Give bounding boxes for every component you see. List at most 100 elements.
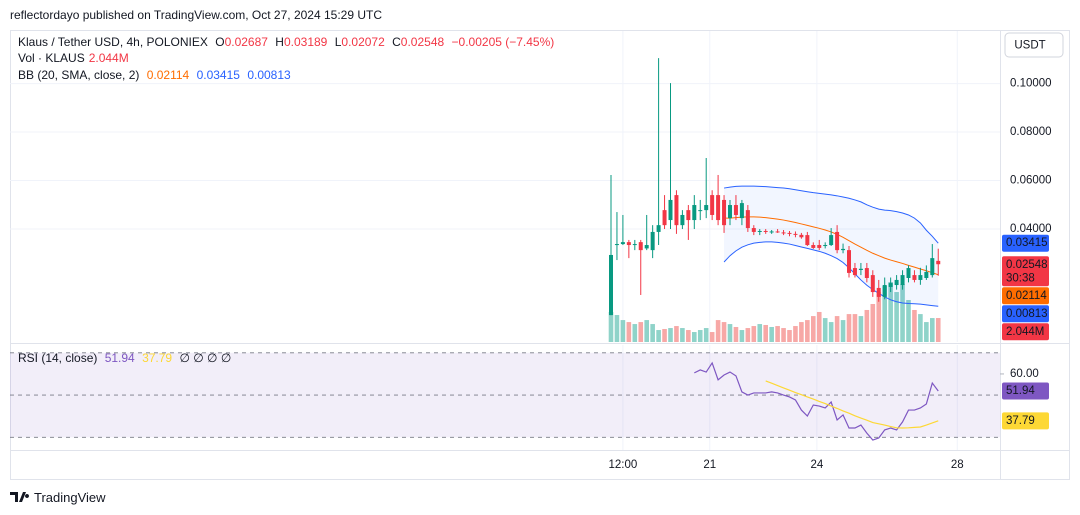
- price-badge-label: 0.02114: [1006, 290, 1047, 302]
- volume-bar: [918, 314, 923, 342]
- candle-body: [924, 271, 929, 278]
- volume-bar: [900, 284, 905, 342]
- volume-bar: [935, 318, 941, 342]
- currency-button[interactable]: [1004, 32, 1064, 58]
- volume-bar: [692, 332, 697, 342]
- candle-body: [716, 195, 721, 221]
- price-badge: [1002, 382, 1049, 400]
- volume-bar: [870, 303, 876, 342]
- volume-bar: [781, 328, 786, 342]
- price-badge: [1002, 287, 1049, 305]
- candle-body: [656, 225, 661, 232]
- candle-body: [763, 230, 768, 232]
- candle-body: [632, 244, 637, 246]
- y-tick-label: 0.06000: [1010, 175, 1052, 187]
- volume-bar: [876, 292, 882, 342]
- price-badge-label: 51.94: [1006, 385, 1035, 397]
- ohlc-label: L: [334, 35, 342, 49]
- volume-bar: [888, 282, 893, 342]
- ohlc-value: 0.02548: [400, 35, 445, 49]
- logo-shape: [10, 492, 30, 502]
- brand-logo: [10, 492, 30, 502]
- candle-body: [817, 245, 822, 248]
- volume-bar: [846, 314, 852, 342]
- candle-body: [745, 210, 750, 229]
- candle-body: [787, 232, 792, 234]
- y-tick-label: 60.00: [1010, 368, 1039, 380]
- countdown-label: 30:38: [1006, 272, 1035, 284]
- bb-basis-value: 0.02114: [146, 68, 190, 82]
- volume-bar: [828, 322, 834, 342]
- candle-body: [620, 242, 625, 245]
- volume-bar: [805, 320, 810, 342]
- candle-body: [751, 228, 756, 232]
- volume-legend: Vol · KLAUS 2.044M: [18, 51, 133, 65]
- candle-body: [930, 258, 935, 276]
- volume-bar: [680, 328, 685, 342]
- volume-bar: [608, 311, 614, 342]
- volume-bar: [650, 324, 655, 342]
- ohlc-value: 0.02072: [341, 35, 385, 49]
- candle-body: [912, 275, 917, 280]
- bb-upper-value: 0.03415: [196, 68, 240, 82]
- volume-bar: [864, 309, 870, 342]
- candle-body: [775, 231, 780, 233]
- currency-label: USDT: [1014, 40, 1045, 52]
- candle-body: [769, 231, 774, 233]
- ohlc-label: C: [392, 35, 401, 49]
- volume-bar: [757, 324, 763, 342]
- x-tick-label: 21: [703, 459, 716, 471]
- candle-body: [728, 205, 732, 219]
- bb-lower-value: 0.00813: [247, 68, 291, 82]
- bb-title: BB (20, SMA, close, 2): [18, 68, 140, 82]
- volume-bar: [686, 330, 691, 342]
- candle-body: [781, 232, 786, 234]
- volume-bar: [858, 316, 864, 342]
- price-badge-label: 2.044M: [1006, 326, 1044, 338]
- volume-bar: [697, 330, 703, 342]
- candle-body: [894, 279, 899, 286]
- candle-body: [644, 245, 649, 249]
- candle-body: [698, 210, 703, 212]
- candle-body: [805, 235, 810, 246]
- change: −0.00205 (−7.45%): [451, 35, 555, 49]
- candle-body: [692, 205, 697, 221]
- volume-bar: [787, 330, 792, 342]
- ohlc-value: 0.02687: [224, 35, 268, 49]
- candle-body: [799, 234, 804, 238]
- volume-bar: [799, 322, 804, 342]
- chart-frame: [10, 30, 1070, 480]
- volume-bar: [840, 320, 846, 342]
- volume-bar: [626, 322, 632, 342]
- price-badge-label: 37.79: [1006, 415, 1035, 427]
- candle-body: [882, 285, 887, 297]
- volume-bar: [775, 326, 780, 342]
- y-tick-label: 0.10000: [1010, 78, 1052, 90]
- candle-body: [835, 231, 840, 251]
- candle-body: [626, 242, 631, 246]
- candle-body: [852, 268, 857, 276]
- candle-body: [900, 275, 905, 286]
- price-badge-label: 0.00813: [1006, 308, 1048, 320]
- candle-body: [918, 275, 923, 280]
- brand-name: TradingView: [34, 490, 106, 505]
- volume-bar: [733, 326, 739, 342]
- candle-body: [739, 203, 744, 219]
- x-tick-label: 12:00: [609, 459, 638, 471]
- volume-bar: [906, 300, 911, 342]
- price-badge: [1002, 256, 1049, 287]
- volume-bar: [912, 309, 917, 342]
- volume-bar: [930, 318, 935, 342]
- rsi-extra: ∅ ∅ ∅ ∅: [179, 351, 232, 365]
- volume-bar: [727, 324, 733, 342]
- candle-body: [722, 199, 727, 226]
- bb-fill: [724, 186, 939, 307]
- rsi-ma-value: 37.79: [142, 351, 173, 365]
- candle-body: [674, 195, 679, 226]
- volume-bar: [662, 328, 667, 342]
- volume-bar: [793, 326, 798, 342]
- rsi-title: RSI (14, close): [18, 351, 98, 365]
- candle-body: [609, 254, 613, 316]
- volume-bar: [644, 320, 649, 342]
